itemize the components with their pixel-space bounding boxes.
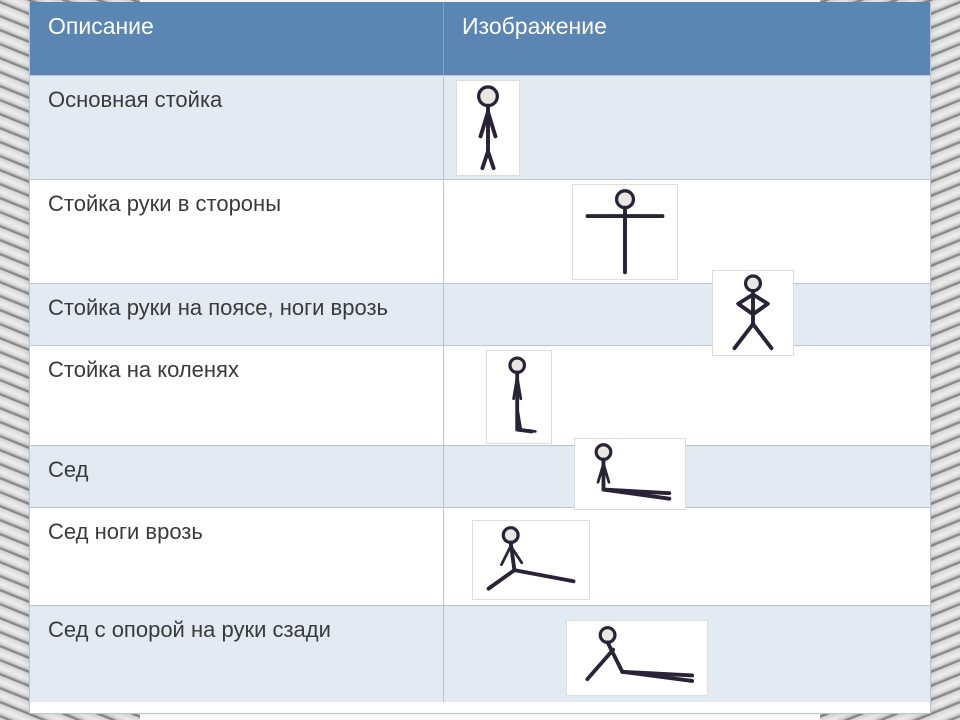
row-image-cell bbox=[444, 446, 930, 507]
row-description: Сед с опорой на руки сзади bbox=[30, 606, 444, 702]
sit-icon bbox=[574, 438, 686, 510]
header-image: Изображение bbox=[444, 2, 930, 75]
table-row: Сед с опорой на руки сзади bbox=[30, 606, 930, 702]
row-image-cell bbox=[444, 180, 930, 283]
row-image-cell bbox=[444, 508, 930, 605]
row-description: Основная стойка bbox=[30, 76, 444, 179]
table-row: Стойка руки на поясе, ноги врозь bbox=[30, 284, 930, 346]
row-description: Стойка руки в стороны bbox=[30, 180, 444, 283]
table-row: Сед ноги врозь bbox=[30, 508, 930, 606]
table-row: Основная стойка bbox=[30, 76, 930, 180]
row-description: Стойка руки на поясе, ноги врозь bbox=[30, 284, 444, 345]
row-image-cell bbox=[444, 76, 930, 179]
stand-arms-out-icon bbox=[572, 184, 678, 280]
row-description: Сед bbox=[30, 446, 444, 507]
table-row: Стойка на коленях bbox=[30, 346, 930, 446]
row-description: Стойка на коленях bbox=[30, 346, 444, 445]
row-description: Сед ноги врозь bbox=[30, 508, 444, 605]
kneeling-icon bbox=[486, 350, 552, 444]
positions-table: Описание Изображение Основная стойка Сто… bbox=[29, 2, 931, 714]
row-image-cell bbox=[444, 284, 930, 345]
stand-basic-icon bbox=[456, 80, 520, 176]
sit-lean-back-icon bbox=[566, 620, 708, 696]
sit-spread-icon bbox=[472, 520, 590, 600]
header-description: Описание bbox=[30, 2, 444, 75]
row-image-cell bbox=[444, 606, 930, 702]
row-image-cell bbox=[444, 346, 930, 445]
stand-hands-waist-icon bbox=[712, 270, 794, 356]
stage: Описание Изображение Основная стойка Сто… bbox=[0, 0, 960, 720]
table-row: Стойка руки в стороны bbox=[30, 180, 930, 284]
table-row: Сед bbox=[30, 446, 930, 508]
table-header-row: Описание Изображение bbox=[30, 2, 930, 76]
